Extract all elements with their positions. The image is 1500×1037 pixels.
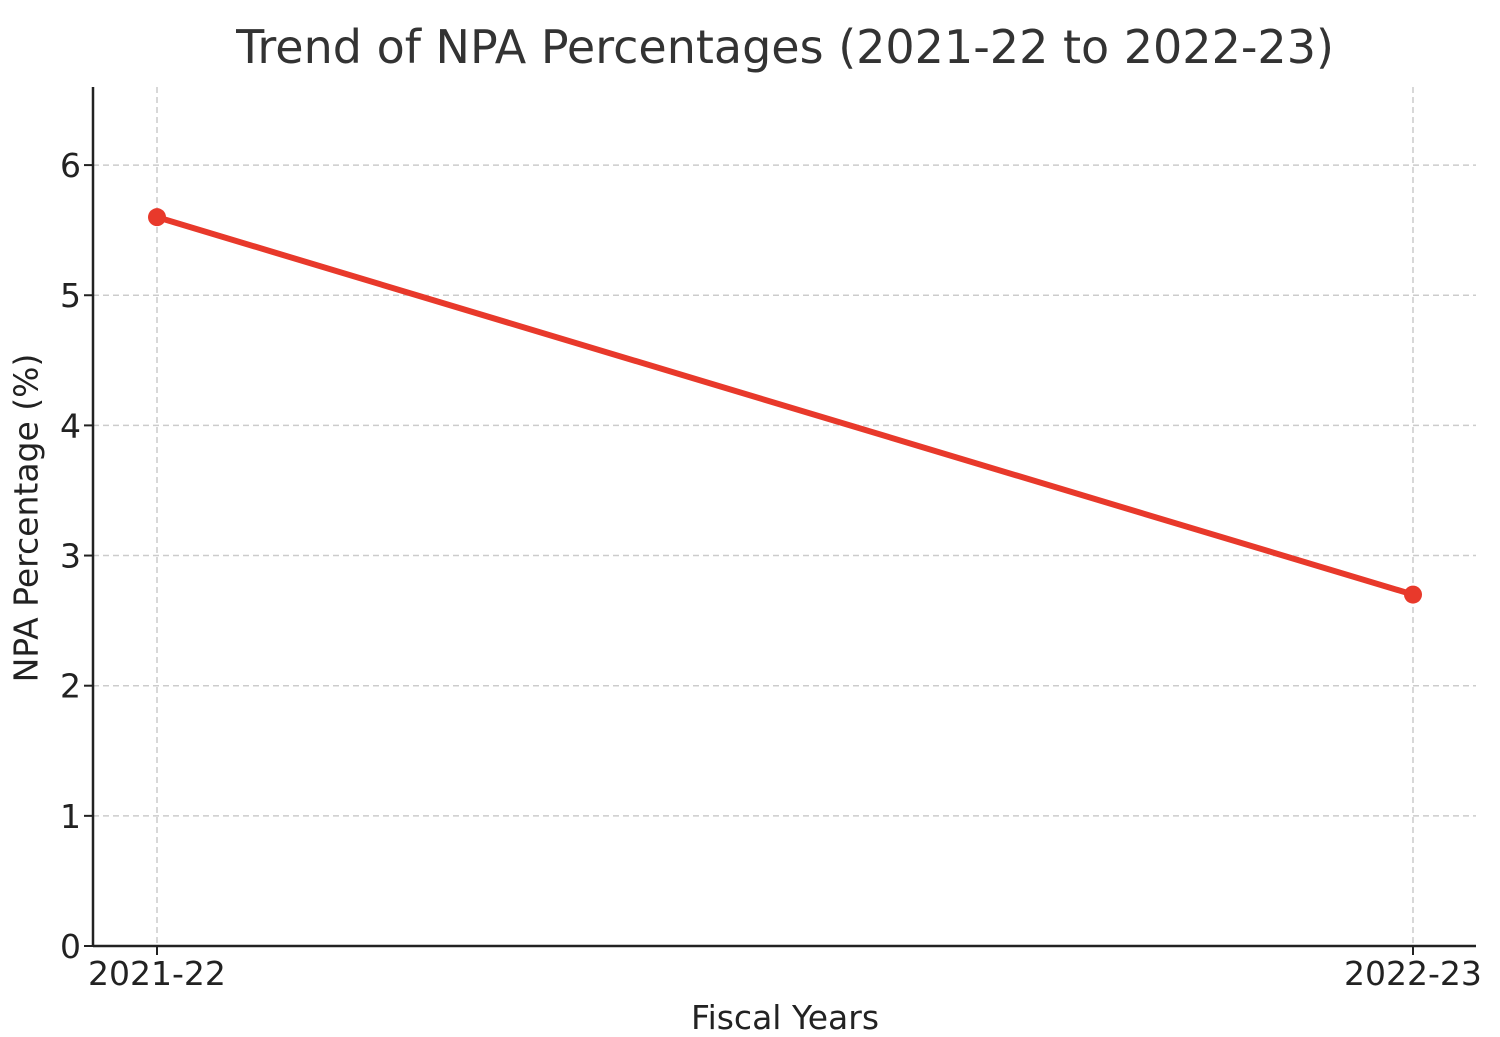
y-tick-label: 3 <box>60 537 81 576</box>
y-tick-label: 2 <box>60 667 81 706</box>
y-tick-label: 5 <box>60 276 81 315</box>
data-point <box>148 208 166 227</box>
y-tick-label: 1 <box>60 797 81 836</box>
axes <box>84 87 1476 955</box>
x-axis-label: Fiscal Years <box>690 998 880 1037</box>
x-tick-label: 2022-23 <box>1344 954 1482 993</box>
y-tick-label: 4 <box>60 406 81 445</box>
tick-labels: 0 1 2 3 4 5 6 2021-22 2022-23 <box>60 146 1482 993</box>
series-layer <box>148 208 1422 604</box>
grid-lines <box>93 87 1476 946</box>
chart-title: Trend of NPA Percentages (2021-22 to 202… <box>236 20 1334 74</box>
y-axis-label: NPA Percentage (%) <box>6 353 46 683</box>
x-tick-label: 2021-22 <box>88 954 226 993</box>
y-tick-label: 6 <box>60 146 81 185</box>
data-point <box>1404 585 1422 604</box>
series-line <box>154 214 1416 598</box>
y-tick-label: 0 <box>60 927 81 966</box>
